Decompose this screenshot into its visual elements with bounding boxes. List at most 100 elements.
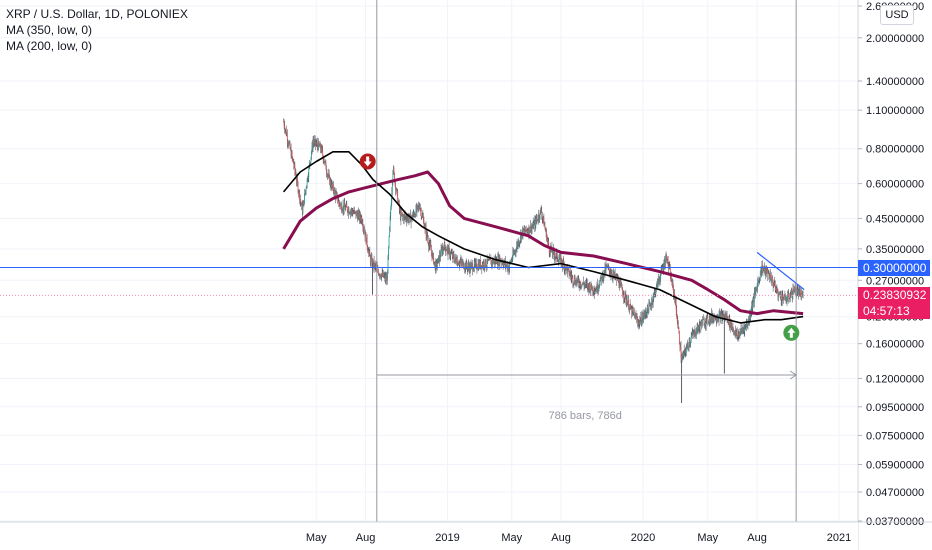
level-price-tag: 0.30000000 — [858, 259, 930, 276]
candle-body — [653, 292, 655, 294]
candle-body — [652, 299, 654, 303]
candle-body — [572, 276, 574, 283]
candle-body — [335, 193, 337, 198]
candle-body — [684, 349, 686, 352]
candle-body — [297, 182, 299, 192]
candle-body — [414, 214, 416, 217]
candle-body — [466, 262, 468, 267]
candle-body — [500, 258, 501, 262]
candle-body — [446, 248, 448, 251]
candle-body — [383, 273, 385, 278]
candle-body — [637, 318, 639, 322]
candle-body — [720, 313, 722, 321]
candle-body — [340, 204, 342, 206]
candle-body — [645, 312, 647, 315]
candle-body — [462, 262, 464, 263]
candle-body — [567, 267, 568, 273]
candle-body — [681, 357, 682, 362]
candle-body — [697, 324, 699, 333]
candle-body — [368, 251, 370, 253]
candle-body — [286, 134, 288, 142]
candle-body — [557, 260, 559, 263]
candle-body — [588, 285, 590, 291]
candle-body — [605, 266, 606, 271]
candle-body — [699, 323, 701, 325]
candle-body — [429, 242, 431, 246]
candle-body — [582, 282, 584, 284]
candle-body — [585, 282, 587, 284]
candle-body — [392, 171, 394, 183]
candle-body — [607, 266, 609, 268]
candle-body — [383, 276, 385, 278]
candle-body — [787, 293, 789, 296]
candle-body — [639, 321, 641, 325]
candle-body — [754, 292, 756, 294]
candle-body — [693, 331, 695, 335]
candle-body — [471, 264, 473, 265]
ma200-legend[interactable]: MA (200, low, 0) — [6, 39, 93, 53]
candle-body — [539, 210, 541, 218]
candle-body — [327, 174, 329, 176]
candle-body — [455, 257, 456, 260]
candle-body — [650, 306, 652, 307]
candle-body — [745, 324, 747, 326]
candle-body — [424, 225, 426, 228]
candle-body — [373, 260, 374, 266]
candle-body — [305, 189, 306, 194]
candle-body — [587, 283, 589, 286]
candle-body — [774, 282, 776, 286]
candle-body — [739, 333, 741, 336]
candle-body — [740, 328, 742, 333]
ma350-legend[interactable]: MA (350, low, 0) — [6, 23, 93, 37]
candle-body — [766, 269, 768, 276]
candle-body — [447, 247, 448, 249]
candle-body — [707, 315, 709, 322]
candle-body — [775, 288, 777, 290]
candle-body — [480, 261, 482, 268]
candle-body — [389, 226, 391, 237]
candle-body — [423, 220, 425, 228]
candle-body — [325, 161, 327, 170]
candle-body — [307, 176, 309, 180]
candle-body — [594, 290, 596, 293]
candle-body — [329, 175, 331, 185]
candle-body — [691, 335, 693, 338]
candle-body — [742, 329, 743, 331]
candle-body — [315, 139, 317, 145]
currency-button[interactable]: USD — [880, 5, 914, 25]
candle-body — [751, 305, 753, 309]
candle-body — [590, 289, 591, 292]
candle-body — [597, 289, 599, 291]
candle-body — [749, 315, 750, 321]
candle-body — [327, 174, 328, 176]
candle-body — [737, 335, 739, 338]
candle-body — [456, 263, 458, 266]
candle-body — [529, 230, 531, 233]
candle-body — [752, 301, 754, 309]
candle-body — [766, 268, 768, 276]
candle-body — [342, 210, 343, 211]
candle-body — [712, 317, 714, 320]
candle-body — [734, 332, 736, 335]
candle-body — [357, 214, 358, 220]
candle-body — [347, 211, 349, 213]
symbol-title[interactable]: XRP / U.S. Dollar, 1D, POLONIEX — [6, 7, 188, 21]
candle-body — [762, 264, 763, 272]
candle-body — [657, 279, 659, 287]
ma350-line — [282, 170, 804, 316]
candle-body — [573, 283, 575, 284]
candle-body — [427, 239, 429, 244]
candle-body — [344, 203, 346, 208]
candle-body — [607, 266, 609, 268]
candle-body — [794, 286, 796, 289]
candle-body — [297, 178, 298, 183]
candle-body — [541, 211, 543, 217]
candle-body — [747, 322, 749, 327]
candle-body — [606, 265, 607, 267]
candle-body — [713, 316, 715, 321]
candle-body — [618, 279, 620, 286]
candle-body — [767, 273, 769, 274]
candle-body — [661, 267, 663, 269]
candle-body — [711, 313, 712, 320]
